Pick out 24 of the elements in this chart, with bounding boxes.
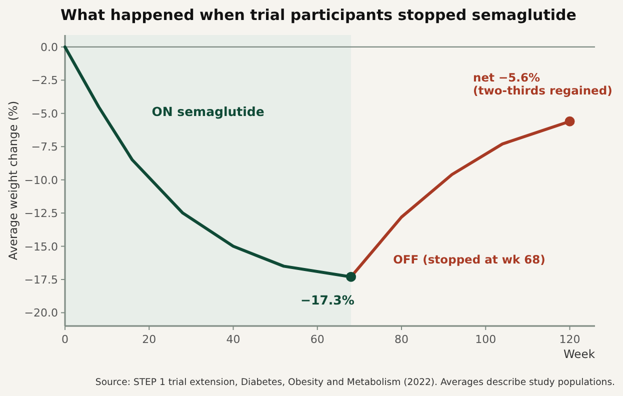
y-tick-label: −5.0 bbox=[31, 107, 58, 120]
y-tick-label: −17.5 bbox=[24, 273, 58, 286]
source-note: Source: STEP 1 trial extension, Diabetes, Obesity and Metabolism (2022). Averages describe study populations. bbox=[95, 377, 615, 388]
y-tick-label: −10.0 bbox=[24, 174, 58, 187]
y-axis-title: Average weight change (%) bbox=[6, 100, 20, 260]
annotation: OFF (stopped at wk 68) bbox=[393, 252, 546, 267]
x-axis-title: Week bbox=[563, 347, 596, 361]
x-tick-label: 120 bbox=[559, 333, 580, 346]
band-label: ON semaglutide bbox=[152, 104, 264, 120]
x-tick-label: 60 bbox=[310, 333, 324, 346]
x-tick-label: 80 bbox=[394, 333, 409, 346]
chart-title: What happened when trial participants stopped semaglutide bbox=[60, 6, 576, 24]
y-tick-label: 0.0 bbox=[40, 40, 58, 54]
annotation: net −5.6% (two-thirds regained) bbox=[473, 70, 612, 98]
y-tick-label: −15.0 bbox=[24, 240, 58, 254]
x-tick-label: 100 bbox=[475, 333, 496, 346]
x-tick-label: 40 bbox=[226, 333, 240, 346]
y-tick-label: −12.5 bbox=[24, 207, 58, 220]
annotation: −17.3% bbox=[300, 292, 355, 308]
x-tick-label: 0 bbox=[62, 333, 68, 346]
y-tick-label: −2.5 bbox=[31, 74, 58, 88]
x-tick-label: 20 bbox=[142, 333, 156, 346]
y-tick-label: −20.0 bbox=[24, 306, 58, 320]
y-tick-label: −7.5 bbox=[31, 140, 58, 154]
